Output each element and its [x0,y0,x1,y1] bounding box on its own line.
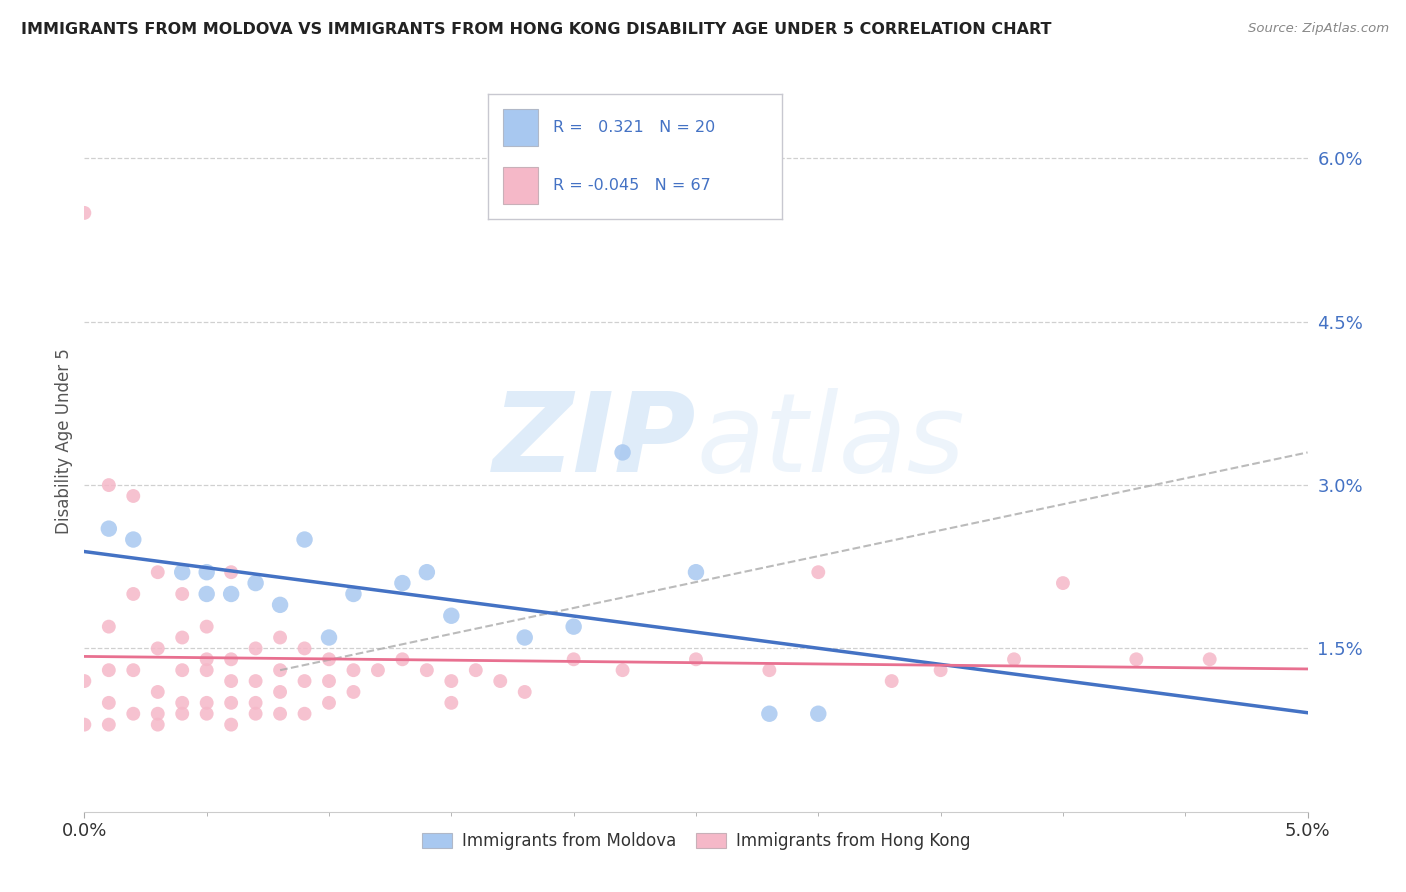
Point [219,587,242,601]
Point [195,696,218,710]
Point [294,674,316,689]
Point [219,652,242,666]
Point [391,652,413,666]
Text: ZIP: ZIP [492,388,696,495]
Point [1052,576,1074,591]
Text: Source: ZipAtlas.com: Source: ZipAtlas.com [1249,22,1389,36]
Point [73,674,96,689]
Point [122,706,145,721]
Point [195,652,218,666]
Point [146,641,169,656]
Point [489,674,512,689]
Point [122,587,145,601]
Point [440,696,463,710]
Point [172,706,194,721]
Text: IMMIGRANTS FROM MOLDOVA VS IMMIGRANTS FROM HONG KONG DISABILITY AGE UNDER 5 CORR: IMMIGRANTS FROM MOLDOVA VS IMMIGRANTS FR… [21,22,1052,37]
Point [562,652,585,666]
Point [612,663,634,677]
Point [195,706,218,721]
Point [97,522,120,536]
Point [219,696,242,710]
Point [464,663,486,677]
Point [269,685,291,699]
Point [612,445,634,459]
Point [294,533,316,547]
Point [685,565,707,579]
Point [219,674,242,689]
Point [146,706,169,721]
Point [758,706,780,721]
Point [807,565,830,579]
Point [1125,652,1147,666]
Point [245,706,267,721]
Point [342,685,364,699]
Point [172,631,194,645]
Point [97,663,120,677]
Text: atlas: atlas [696,388,965,495]
Point [172,696,194,710]
Point [195,619,218,633]
Y-axis label: Disability Age Under 5: Disability Age Under 5 [55,349,73,534]
Point [367,663,389,677]
Point [880,674,903,689]
Point [342,663,364,677]
Point [929,663,952,677]
Point [146,717,169,731]
Point [416,663,439,677]
Point [1198,652,1220,666]
Point [195,565,218,579]
Point [513,631,536,645]
Point [122,663,145,677]
Point [318,674,340,689]
Point [513,685,536,699]
Point [318,696,340,710]
Point [122,533,145,547]
Point [73,717,96,731]
Point [195,663,218,677]
Point [562,619,585,633]
Point [269,598,291,612]
Point [219,565,242,579]
Point [73,206,96,220]
Point [97,696,120,710]
Point [269,631,291,645]
Point [195,587,218,601]
Point [97,717,120,731]
Point [294,641,316,656]
Point [146,565,169,579]
Point [342,587,364,601]
Point [245,641,267,656]
Point [97,619,120,633]
Point [807,706,830,721]
Point [440,608,463,623]
Legend: Immigrants from Moldova, Immigrants from Hong Kong: Immigrants from Moldova, Immigrants from… [415,825,977,856]
Point [318,631,340,645]
Point [245,576,267,591]
Point [294,706,316,721]
Point [1002,652,1025,666]
Point [318,652,340,666]
Point [685,652,707,666]
Point [172,587,194,601]
Point [391,576,413,591]
Point [97,478,120,492]
Point [245,674,267,689]
Point [758,663,780,677]
Point [146,685,169,699]
Point [172,565,194,579]
Point [172,663,194,677]
Point [440,674,463,689]
Point [219,717,242,731]
Point [269,663,291,677]
Point [416,565,439,579]
Point [245,696,267,710]
Point [269,706,291,721]
Point [122,489,145,503]
